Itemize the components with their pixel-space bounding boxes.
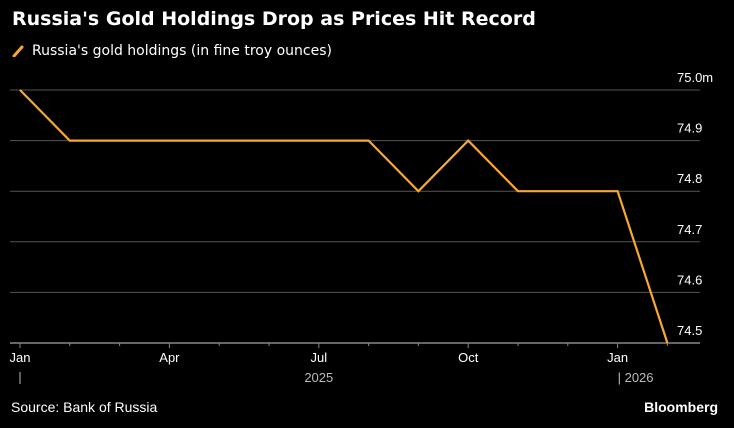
y-tick-label: 74.8 [677, 171, 702, 186]
chart-title: Russia's Gold Holdings Drop as Prices Hi… [12, 8, 536, 30]
x-tick-label: Apr [159, 350, 180, 365]
series-line [19, 89, 669, 344]
y-tick-label: 74.6 [677, 272, 702, 287]
x-tick-label: Jan [10, 350, 31, 365]
x-tick-label: Jul [310, 350, 327, 365]
y-tick-label: 74.7 [677, 222, 702, 237]
legend-label: Russia's gold holdings (in fine troy oun… [32, 43, 332, 59]
x-tick-label: Oct [458, 350, 479, 365]
y-tick-label: 75.0m [677, 70, 713, 85]
y-tick-label: 74.5 [677, 323, 702, 338]
year-label: 2025 [304, 370, 333, 385]
year-label: | 2026 [618, 370, 654, 385]
bloomberg-logo: Bloomberg [644, 399, 718, 415]
x-tick-label: Jan [607, 350, 628, 365]
source-note: Source: Bank of Russia [11, 399, 158, 415]
y-tick-label: 74.9 [677, 121, 702, 136]
legend: Russia's gold holdings (in fine troy oun… [12, 43, 332, 59]
legend-swatch-icon [12, 45, 24, 57]
